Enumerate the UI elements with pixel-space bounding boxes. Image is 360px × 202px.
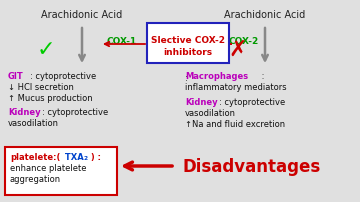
Text: : cytoprotective: : cytoprotective	[30, 72, 96, 81]
Text: vasodilation: vasodilation	[185, 109, 236, 118]
Text: TXA: TXA	[62, 153, 84, 162]
Text: Arachidonic Acid: Arachidonic Acid	[41, 10, 123, 20]
Text: ✓: ✓	[37, 40, 55, 60]
Text: GIT: GIT	[8, 72, 24, 81]
Text: enhance platelete: enhance platelete	[10, 164, 86, 173]
Text: :: :	[259, 72, 264, 81]
Text: inflammatory mediators: inflammatory mediators	[185, 83, 287, 92]
Text: ) :: ) :	[88, 153, 101, 162]
Text: : cytoprotective: : cytoprotective	[42, 108, 108, 117]
Text: Kidney: Kidney	[185, 98, 218, 107]
Text: Disadvantages: Disadvantages	[182, 158, 320, 176]
Text: ↑Na and fluid excretion: ↑Na and fluid excretion	[185, 120, 285, 129]
Text: vasodilation: vasodilation	[8, 119, 59, 128]
Text: 2: 2	[83, 156, 87, 161]
Text: ↑ Mucus production: ↑ Mucus production	[8, 94, 93, 103]
Text: COX-1: COX-1	[107, 38, 137, 46]
Text: :: :	[185, 74, 188, 83]
Text: : cytoprotective: : cytoprotective	[219, 98, 285, 107]
Text: ✗: ✗	[229, 40, 247, 60]
FancyBboxPatch shape	[5, 147, 117, 195]
Text: aggregation: aggregation	[10, 175, 61, 184]
Text: inhibitors: inhibitors	[163, 48, 212, 57]
FancyBboxPatch shape	[147, 23, 229, 63]
Text: Kidney: Kidney	[8, 108, 41, 117]
Text: Arachidonic Acid: Arachidonic Acid	[224, 10, 306, 20]
Text: COX-2: COX-2	[229, 38, 259, 46]
Text: Macrophages: Macrophages	[185, 72, 248, 81]
Text: Slective COX-2: Slective COX-2	[151, 36, 225, 45]
Text: platelete:(: platelete:(	[10, 153, 60, 162]
Text: ↓ HCl secretion: ↓ HCl secretion	[8, 83, 74, 92]
